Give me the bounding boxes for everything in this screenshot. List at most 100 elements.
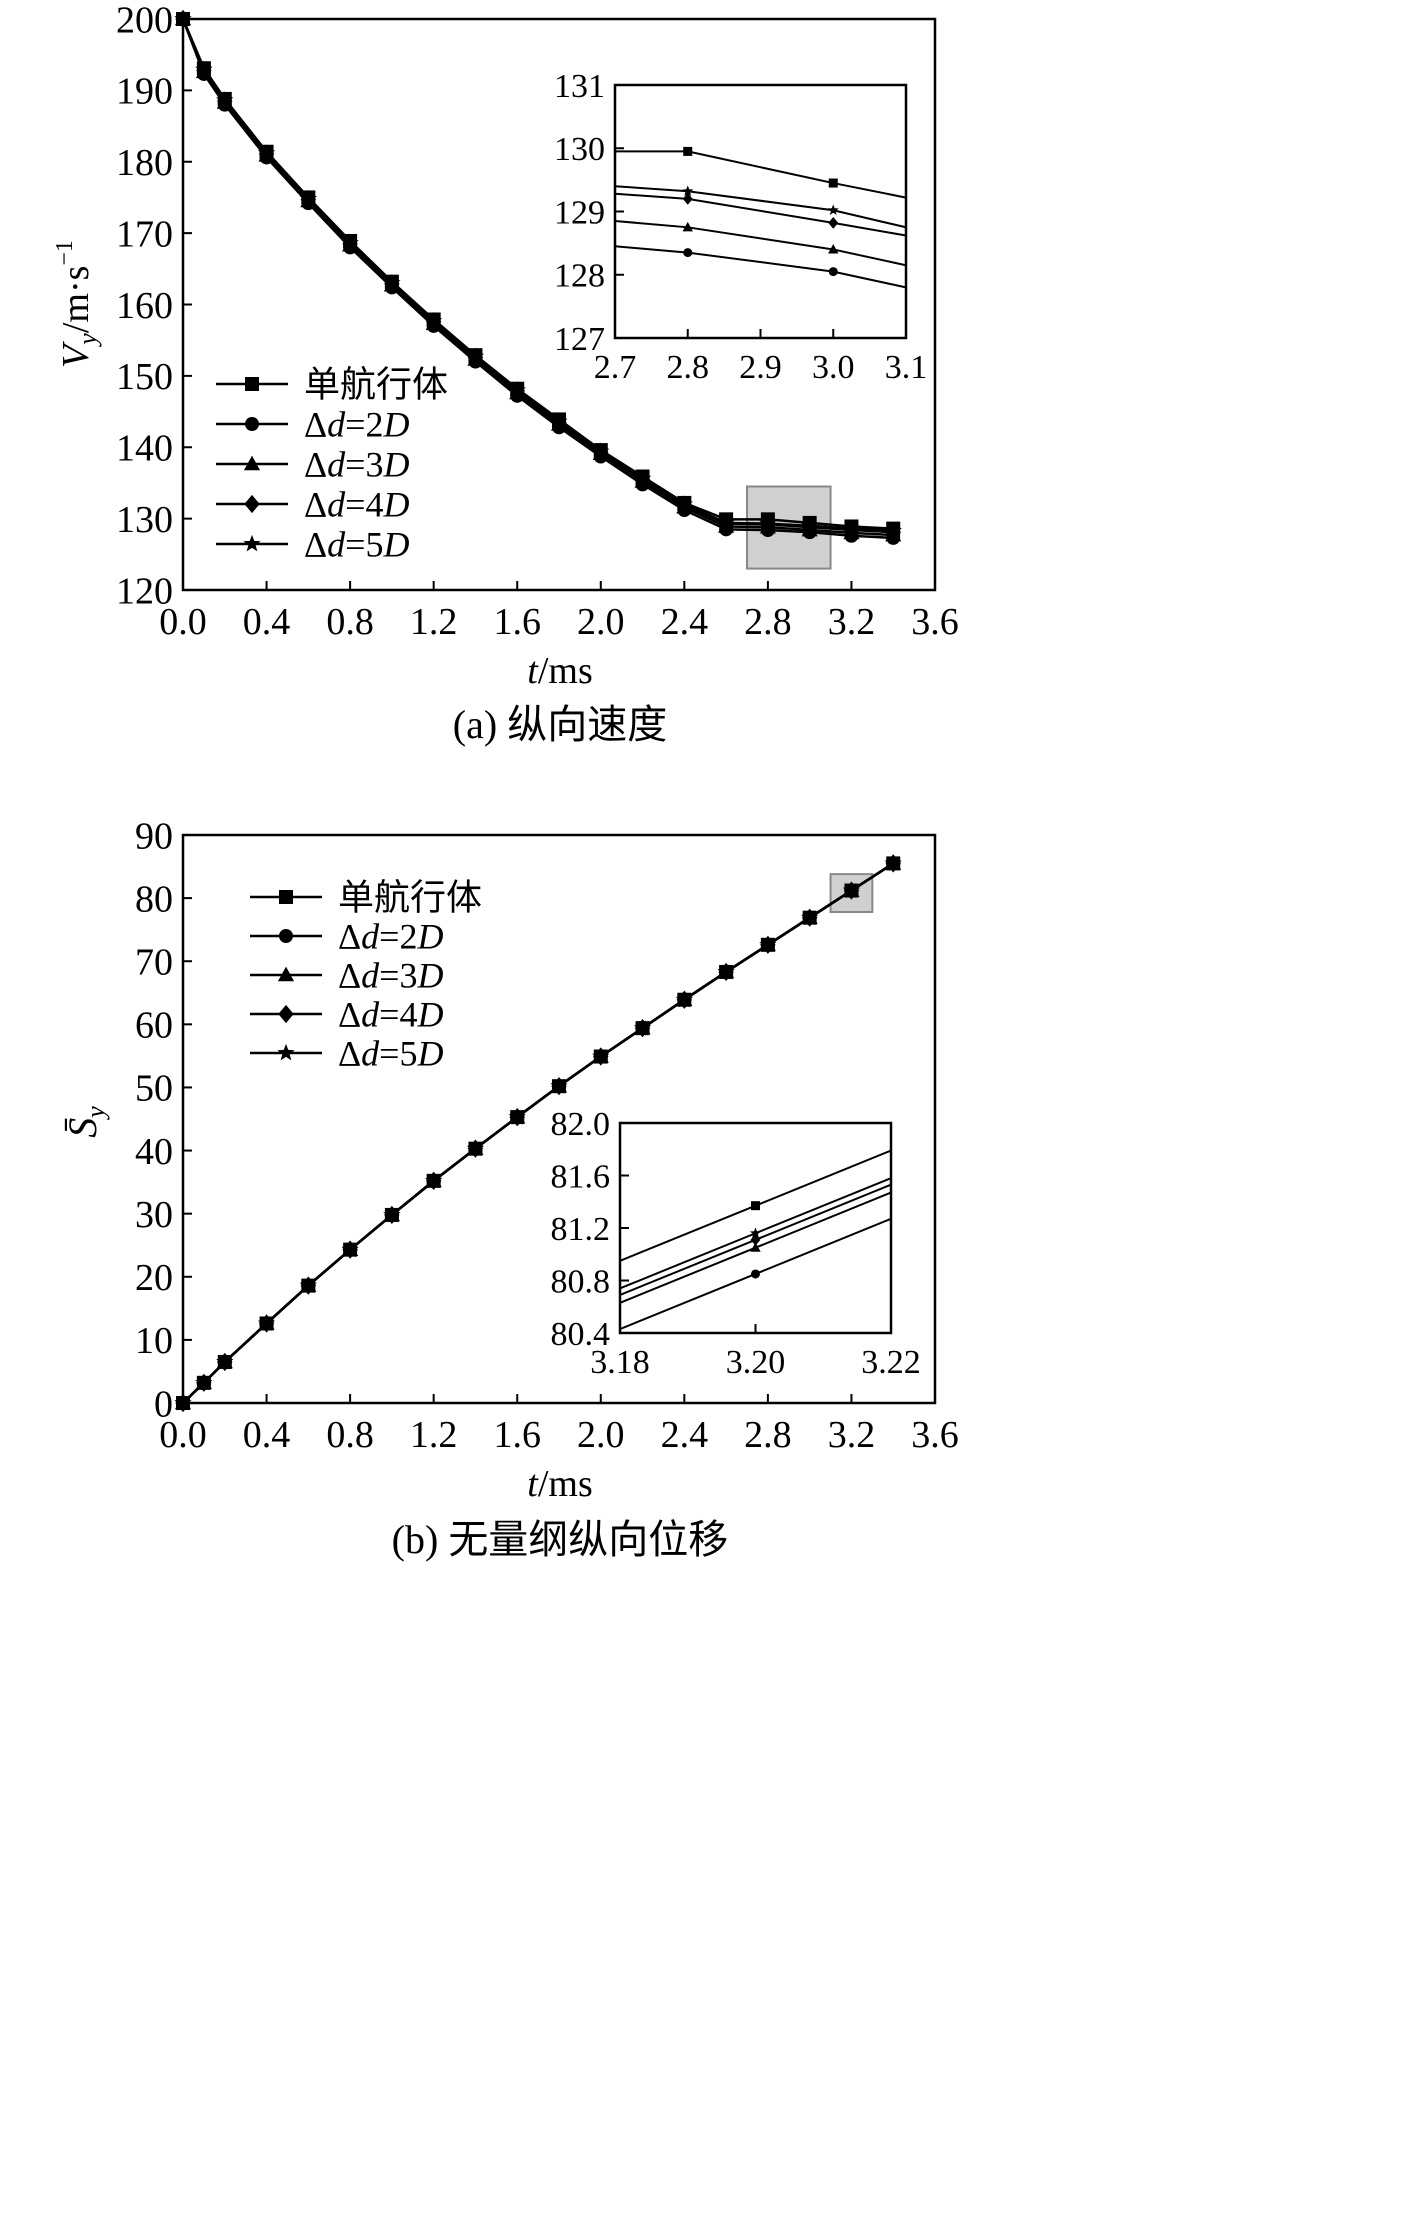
- chart_data.1-main-y-tick-label: 40: [135, 1131, 173, 1173]
- panel-b-y-axis-label: S̄y: [60, 1106, 110, 1138]
- chart_data.0-inset-y-tick-label: 129: [554, 194, 605, 231]
- panel-a-main-plot: 0.0 0.4 0.8 1.2 1.6 2.0 2.4 2.8 3.2 3.6 120 130 140 1…: [116, 0, 959, 643]
- legend-item-3: Δd=3D: [216, 445, 409, 485]
- inset-data-point: [683, 146, 693, 156]
- chart_data.0-inset-x-tick-label: 3.1: [885, 349, 928, 386]
- chart_data.1-main-y-tick-label: 10: [135, 1320, 173, 1362]
- data-point: [550, 412, 568, 429]
- data-point: [195, 1373, 213, 1391]
- inset-data-point: [751, 1201, 760, 1211]
- data-point: [633, 1019, 652, 1036]
- chart_data.1-inset-y-tick-label: 80.8: [551, 1263, 611, 1300]
- chart_data.1-main-y-tick-label: 50: [135, 1068, 173, 1110]
- chart_data.0-main-x-tick-label: 1.2: [410, 601, 458, 643]
- data-point: [759, 514, 777, 531]
- inset-data-point: [682, 221, 693, 232]
- chart_data.1-main-x-tick-label: 0.4: [243, 1414, 291, 1456]
- data-point: [383, 273, 401, 291]
- chart_data.0-inset-x-tick-label: 3.0: [812, 349, 855, 386]
- data-point: [425, 311, 443, 329]
- data-point: [341, 234, 359, 251]
- legend-item-3: Δd=3D: [250, 956, 443, 996]
- data-point: [801, 908, 819, 926]
- legend-marker-triangle: [277, 966, 295, 982]
- data-point: [759, 935, 777, 953]
- chart_data.1-main-x-tick-label: 0.0: [159, 1414, 207, 1456]
- legend-item-1: 单航行体: [216, 365, 448, 405]
- data-point: [466, 347, 485, 364]
- legend-marker-star: [277, 1043, 295, 1061]
- panel-b-dimensionless-displacement: 0.0 0.4 0.8 1.2 1.6 2.0 2.4 2.8 3.2 3.6 0 10 20 30 40 5…: [60, 815, 959, 1562]
- inset-data-point: [749, 1227, 762, 1238]
- legend-item-1: 单航行体: [250, 878, 482, 918]
- panel-a-x-axis-label: t/ms: [527, 650, 592, 692]
- data-point: [842, 519, 861, 536]
- chart_data.1-main-x-tick-label: 2.0: [577, 1414, 625, 1456]
- legend-marker-diamond: [244, 494, 260, 514]
- data-point: [216, 91, 234, 108]
- legend-marker-circle: [245, 417, 259, 431]
- data-point: [884, 521, 902, 539]
- data-point: [216, 1352, 234, 1370]
- chart_data.1-inset-x-tick-label: 3.22: [861, 1344, 921, 1381]
- legend-item-2: Δd=2D: [250, 917, 443, 957]
- chart_data.1-inset-y-tick-label: 80.4: [551, 1316, 611, 1353]
- chart_data.1-main-x-tick-label: 1.2: [410, 1414, 458, 1456]
- chart_data.0-inset-x-tick-label: 2.8: [667, 349, 710, 386]
- chart_data.0-main-x-tick-label: 0.0: [159, 601, 207, 643]
- chart_data.0-main-x-tick-label: 2.8: [744, 601, 792, 643]
- legend-item-4: Δd=4D: [216, 485, 409, 525]
- data-point: [592, 442, 610, 459]
- legend-label: 单航行体: [338, 878, 482, 918]
- legend-label: Δd=5D: [304, 525, 409, 565]
- legend-label: 单航行体: [304, 365, 448, 405]
- panel-a-y-axis-label: Vy/m·s−1: [52, 240, 102, 368]
- chart_data.0-main-x-tick-label: 3.6: [911, 601, 959, 643]
- data-point: [550, 1077, 568, 1094]
- data-point: [195, 60, 213, 78]
- chart_data.0-main-y-tick-label: 120: [116, 570, 173, 612]
- inset-data-point: [828, 244, 839, 254]
- data-point: [174, 1393, 192, 1411]
- chart_data.1-main-frame: [181, 833, 937, 1405]
- chart_data.0-main-y-tick-label: 160: [116, 285, 173, 327]
- legend-marker-square: [245, 377, 259, 391]
- inset-data-point: [828, 267, 838, 277]
- chart_data.0-main-y-tick-label: 190: [116, 71, 173, 113]
- panel-a-caption: (a) 纵向速度: [453, 702, 667, 747]
- inset-data-point: [683, 248, 693, 258]
- inset-series-line-5: [615, 185, 906, 229]
- legend-label: Δd=2D: [338, 917, 443, 957]
- data-point: [842, 881, 861, 898]
- legend-label: Δd=3D: [304, 445, 409, 485]
- chart_data.1-main-y-tick-label: 60: [135, 1005, 173, 1047]
- data-point: [717, 513, 735, 531]
- data-point: [675, 495, 693, 512]
- data-point: [884, 854, 902, 871]
- chart_data.0-main-y-tick-label: 200: [116, 0, 173, 41]
- chart_data.1-main-y-tick-label: 30: [135, 1194, 173, 1236]
- inset-series-line-1: [615, 150, 906, 199]
- data-point: [508, 1108, 526, 1125]
- chart_data.0-main-x-tick-label: 0.8: [326, 601, 374, 643]
- data-point: [633, 469, 652, 487]
- inset-series-line-2: [615, 245, 906, 289]
- data-point: [299, 1276, 317, 1293]
- inset-series-line-4: [615, 192, 906, 237]
- legend-label: Δd=2D: [304, 405, 409, 445]
- data-point: [341, 1240, 359, 1257]
- chart_data.0-main-y-tick-label: 130: [116, 499, 173, 541]
- chart_data.1-main-x-tick-label: 3.6: [911, 1414, 959, 1456]
- chart_data.1-main-x-tick-label: 0.8: [326, 1414, 374, 1456]
- chart_data.1-main-x-tick-label: 2.8: [744, 1414, 792, 1456]
- chart_data.0-main-x-tick-label: 2.4: [661, 601, 709, 643]
- legend-label: Δd=4D: [338, 995, 443, 1035]
- chart_data.0-main-y-tick-label: 180: [116, 142, 173, 184]
- inset-data-point: [750, 1233, 761, 1246]
- inset-data-point: [682, 185, 694, 196]
- inset-data-point: [828, 178, 838, 188]
- chart_data.0-main-y-tick-label: 170: [116, 213, 173, 255]
